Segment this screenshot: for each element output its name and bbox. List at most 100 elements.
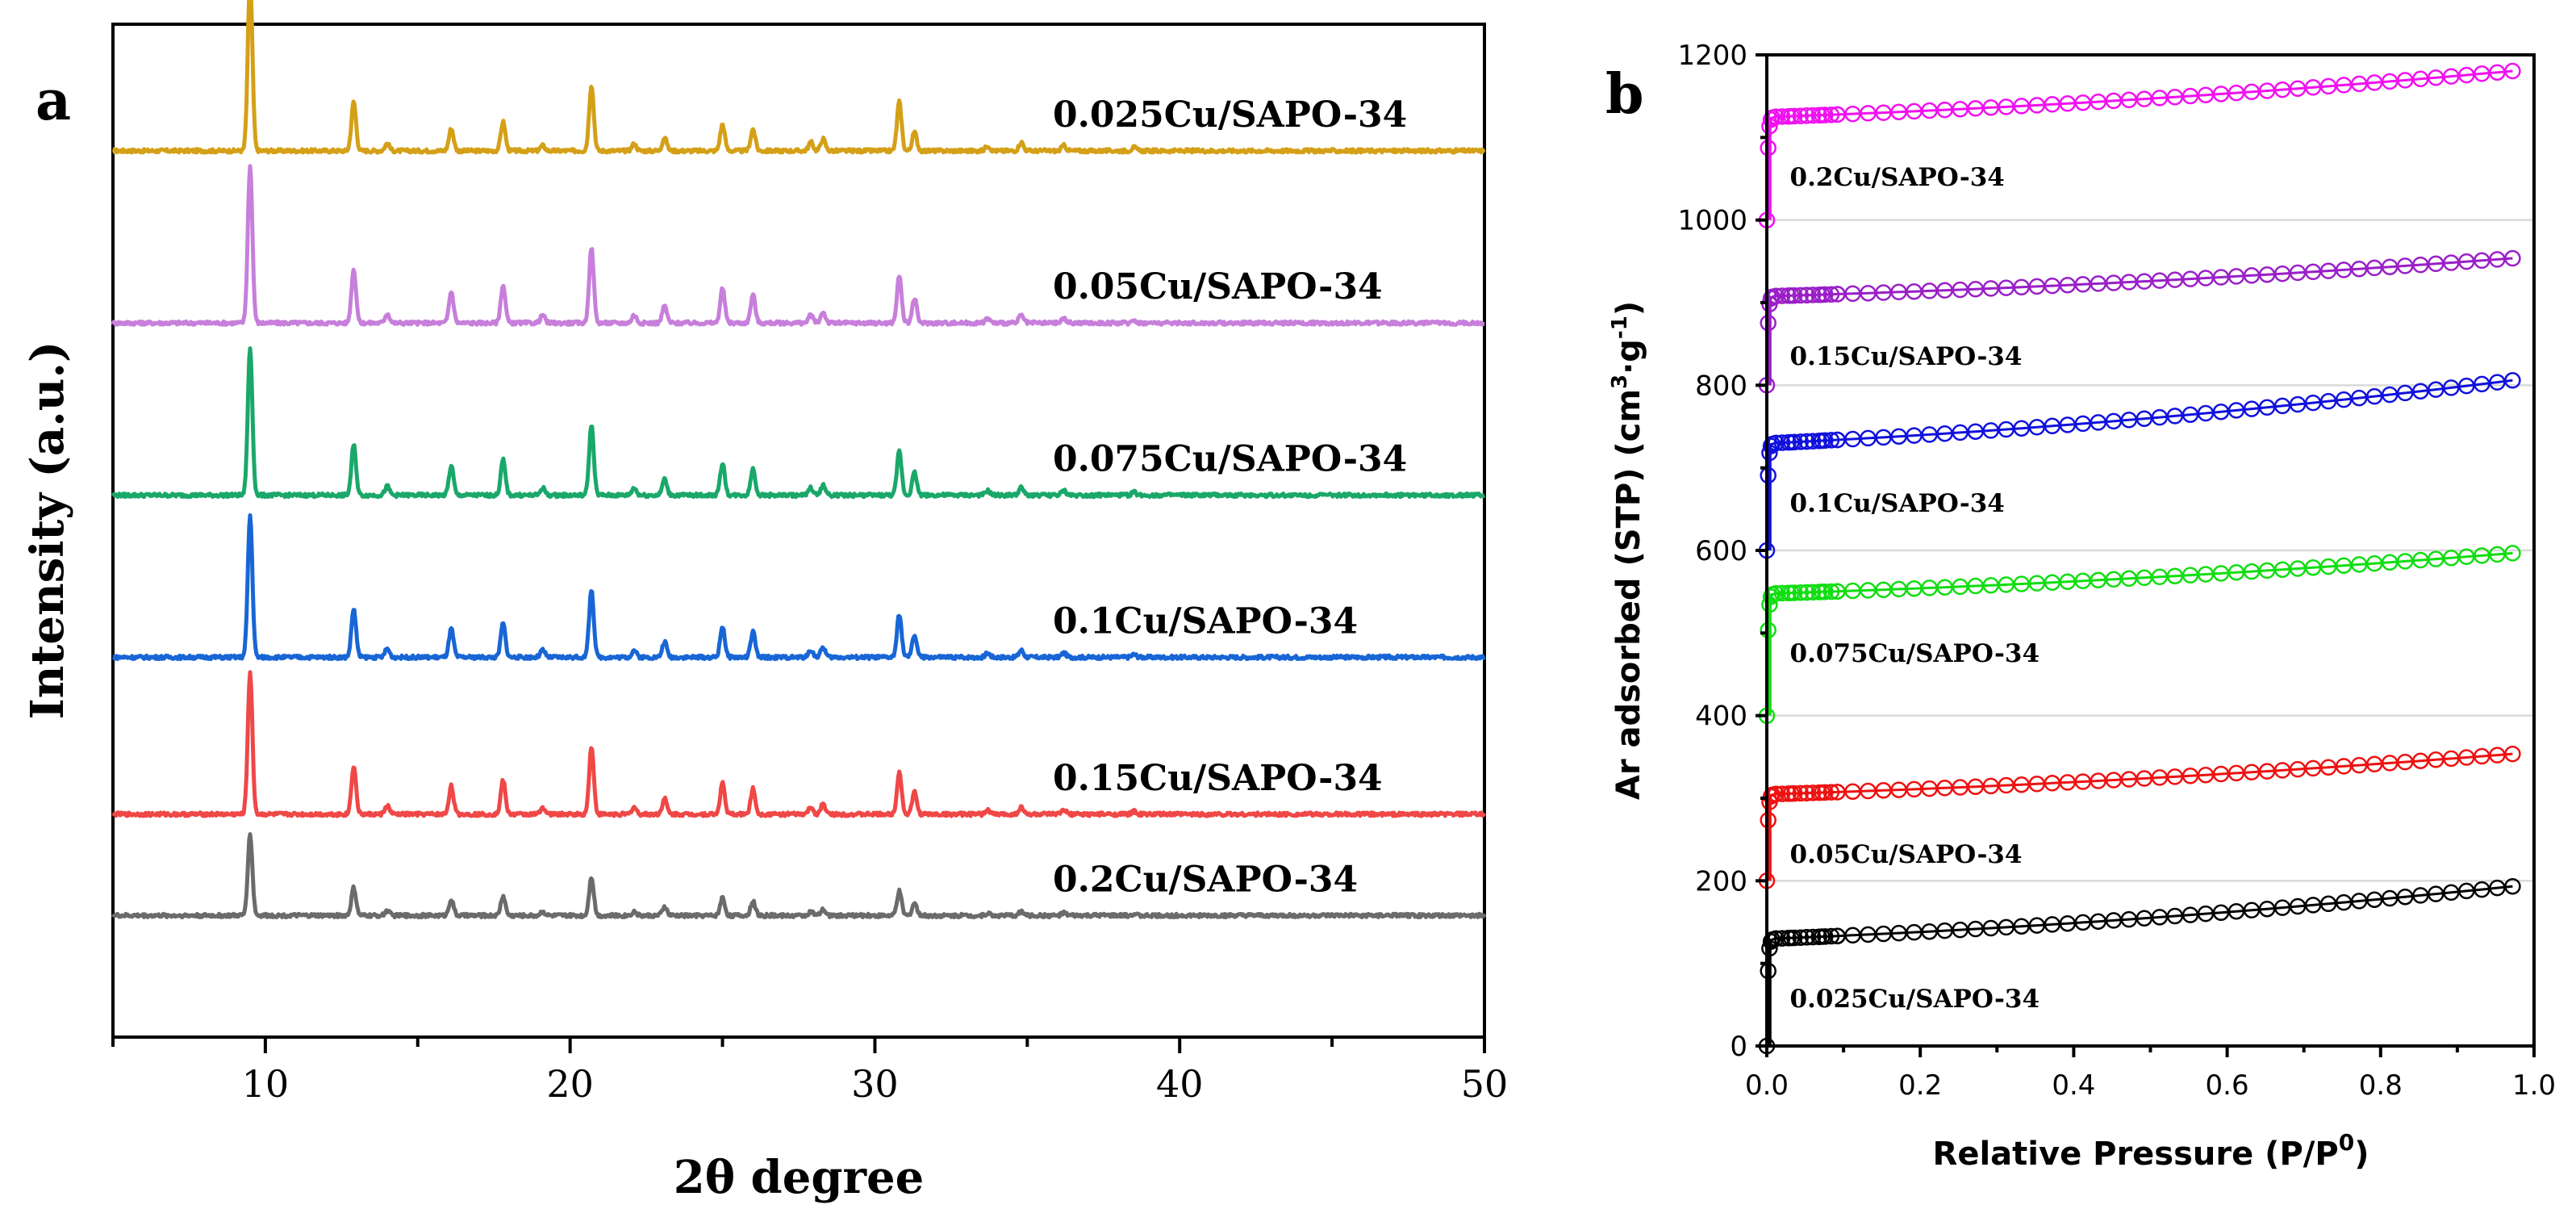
- panel-b-data-point: [2474, 881, 2490, 898]
- panel-b-x-tick-label: 0.4: [2052, 1069, 2095, 1102]
- panel-b-data-point: [1822, 106, 1840, 123]
- panel-a-x-tick-label: 50: [1461, 1062, 1509, 1106]
- panel-b-y-tick-label: 1000: [1677, 205, 1747, 237]
- panel-b-x-tick-label: 0.0: [1745, 1069, 1789, 1102]
- panel-b-x-tick-label: 0.8: [2359, 1069, 2403, 1102]
- panel-b-data-point: [1785, 584, 1803, 601]
- panel-b-data-point: [1817, 107, 1834, 123]
- panel-b-data-point: [2319, 392, 2337, 410]
- panel-a-series-line: [111, 164, 1486, 327]
- panel-a-x-tick-label: 40: [1156, 1062, 1204, 1106]
- panel-b-data-point: [1768, 584, 1785, 602]
- panel-b-data-point: [1817, 784, 1834, 801]
- panel-a-series-group: [111, 0, 1487, 920]
- panel-b-data-point: [1829, 286, 1846, 303]
- panel-b-data-point: [1773, 287, 1791, 304]
- panel-b-data-point: [1768, 930, 1785, 948]
- panel-a-series-line: [111, 0, 1486, 155]
- panel-b-y-title-end: ): [1610, 301, 1647, 316]
- panel-b-data-point: [1798, 433, 1815, 450]
- panel-b-data-point: [1829, 784, 1846, 801]
- panel-b-data-point: [1829, 927, 1846, 944]
- panel-b-series-line: [1765, 551, 2513, 716]
- panel-b-data-point: [1785, 784, 1803, 802]
- panel-b-data-point: [2474, 375, 2490, 393]
- panel-b-data-point: [1773, 785, 1791, 802]
- panel-b-data-point: [1780, 433, 1797, 451]
- panel-b-data-point: [1785, 433, 1803, 451]
- panel-b-data-point: [1822, 927, 1840, 945]
- panel-b-data-point: [1792, 929, 1810, 946]
- panel-b-data-point: [2504, 745, 2521, 763]
- panel-b-x-tick-label: 1.0: [2512, 1069, 2556, 1102]
- panel-a-x-axis-title: 2θ degree: [674, 1151, 925, 1204]
- panel-a-series-labels: 0.025Cu/SAPO-34 0.05Cu/SAPO-34 0.075Cu/SAP…: [1053, 94, 1407, 901]
- panel-b-data-point: [1829, 106, 1846, 123]
- panel-b-y-tick-label: 800: [1695, 370, 1747, 402]
- panel-a-series-label: 0.075Cu/SAPO-34: [1053, 439, 1407, 480]
- panel-b-data-point: [1829, 583, 1846, 600]
- panel-b-data-point: [1785, 287, 1803, 304]
- panel-b-data-point: [1817, 432, 1834, 450]
- panel-b-y-title-mid: ·g: [1610, 339, 1647, 374]
- panel-b-data-point: [1768, 108, 1785, 125]
- panel-b-data-point: [1792, 784, 1810, 802]
- panel-b-series-group: [1758, 62, 2521, 1055]
- panel-b-letter: b: [1605, 62, 1644, 127]
- panel-a-series-line: [111, 832, 1487, 920]
- panel-b-data-point: [1798, 287, 1815, 303]
- panel-b-data-point: [1817, 583, 1834, 600]
- panel-b-data-point: [1804, 784, 1822, 801]
- panel-b-ticks: 0 200 400 600 800 1000 1200 0.0 0.2 0.4 0.6 0.8 1.0: [1677, 40, 2556, 1102]
- panel-b-data-point: [1792, 584, 1810, 601]
- panel-b-series-label: 0.05Cu/SAPO-34: [1790, 840, 2023, 869]
- panel-b-data-point: [1792, 433, 1810, 450]
- panel-b-data-point: [2504, 545, 2521, 562]
- panel-b-x-axis-title: Relative Pressure (P/P0): [1933, 1129, 2369, 1173]
- panel-b-x-tick-label: 0.6: [2206, 1069, 2249, 1102]
- panel-b-data-point: [1768, 785, 1785, 803]
- panel-b-data-point: [1804, 107, 1822, 124]
- panel-b-series-labels: 0.025Cu/SAPO-34 0.05Cu/SAPO-34 0.075Cu/SAP…: [1790, 163, 2040, 1014]
- panel-b-data-point: [1822, 286, 1840, 303]
- panel-a-series-label: 0.2Cu/SAPO-34: [1053, 859, 1358, 900]
- panel-b-series-label: 0.025Cu/SAPO-34: [1790, 985, 2040, 1014]
- panel-b-data-point: [1780, 584, 1797, 601]
- panel-b-data-point: [1798, 784, 1815, 801]
- panel-b-series-label: 0.15Cu/SAPO-34: [1790, 342, 2023, 371]
- panel-b-data-point: [1822, 784, 1840, 801]
- panel-a-letter: a: [35, 69, 71, 133]
- panel-b-data-point: [1810, 432, 1827, 450]
- panel-b-x-tick-label: 0.2: [1898, 1069, 1942, 1102]
- panel-b-y-title-sup1: 3: [1608, 374, 1632, 389]
- panel-b-data-point: [1810, 584, 1827, 600]
- panel-a-series-label: 0.15Cu/SAPO-34: [1053, 758, 1383, 799]
- panel-a-y-axis-title: Intensity (a.u.): [21, 341, 74, 720]
- panel-b-y-tick-label: 600: [1695, 535, 1747, 567]
- panel-b-data-point: [1804, 928, 1822, 946]
- panel-a-series-label: 0.05Cu/SAPO-34: [1053, 266, 1383, 308]
- panel-b-data-point: [2489, 374, 2506, 391]
- panel-b-y-axis-title: Ar adsorbed (STP) (cm3·g-1): [1608, 301, 1647, 800]
- panel-b-data-point: [1810, 286, 1827, 303]
- panel-b-data-point: [2504, 249, 2521, 267]
- panel-b-data-point: [1780, 785, 1797, 802]
- panel-b-series-label: 0.2Cu/SAPO-34: [1790, 163, 2005, 192]
- panel-b-series-label: 0.1Cu/SAPO-34: [1790, 489, 2005, 518]
- panel-b-data-point: [1817, 928, 1834, 945]
- panel-a-series-line: [111, 513, 1486, 662]
- panel-b-y-title-sup2: -1: [1608, 316, 1632, 339]
- panel-b-data-point: [1773, 584, 1791, 602]
- panel-b-series-label: 0.075Cu/SAPO-34: [1790, 639, 2040, 668]
- panel-a-x-tick-label: 10: [242, 1062, 290, 1106]
- panel-b-data-point: [1773, 930, 1791, 947]
- panel-b-y-title-main: Ar adsorbed (STP) (cm: [1610, 389, 1647, 800]
- panel-b-y-tick-label: 1200: [1677, 40, 1747, 72]
- panel-b-series-line: [1765, 885, 2513, 1047]
- panel-b-data-point: [1792, 107, 1810, 124]
- panel-b-data-point: [1804, 287, 1822, 303]
- panel-a-x-tick-label: 20: [546, 1062, 594, 1106]
- panel-b-data-point: [1798, 929, 1815, 946]
- panel-b-data-point: [1780, 107, 1797, 125]
